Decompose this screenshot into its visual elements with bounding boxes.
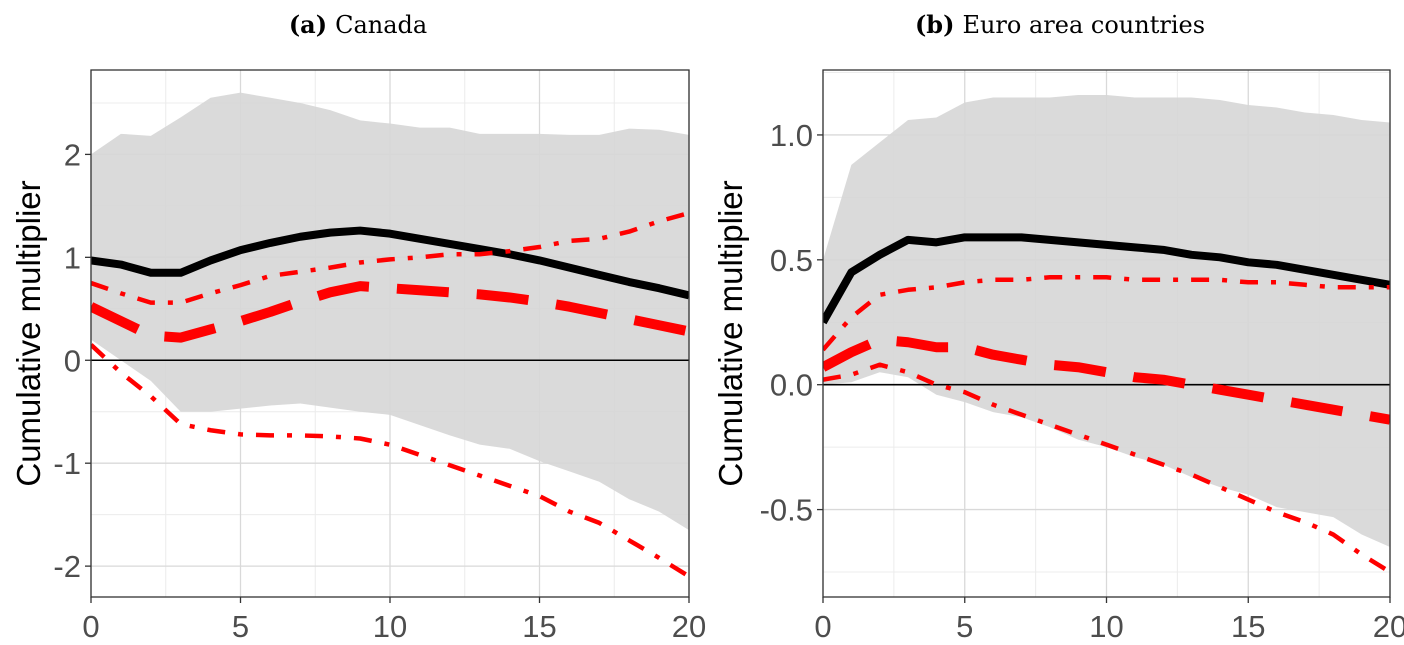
x-tick-label: 10 [1089, 609, 1123, 644]
panel-title: (b) Euro area countries [915, 10, 1205, 39]
y-tick-label: 1 [64, 240, 81, 275]
confidence-band [91, 92, 689, 531]
x-tick-label: 5 [956, 609, 973, 644]
panel-title-text: Euro area countries [962, 11, 1205, 39]
series-line-dotdash-red-3 [91, 343, 689, 579]
y-tick-label: -1 [53, 446, 81, 481]
y-tick-label: 2 [64, 137, 81, 172]
panel-title-prefix: (a) [289, 10, 327, 39]
series-line-dotdash-red-2 [91, 210, 689, 305]
y-tick-label: 1.0 [770, 118, 813, 153]
confidence-band [823, 94, 1390, 548]
x-tick-label: 5 [232, 609, 249, 644]
series-line-solid-black-0 [823, 233, 1390, 325]
series-line-solid-black-0 [91, 226, 689, 300]
x-tick-label: 10 [373, 609, 407, 644]
x-tick-label: 0 [814, 609, 831, 644]
y-tick-label: 0.0 [770, 368, 813, 403]
y-tick-label: 0 [64, 343, 81, 378]
y-axis-label: Cumulative multiplier [712, 180, 749, 486]
series-line-dotdash-red-3 [823, 362, 1390, 574]
y-axis-label: Cumulative multiplier [10, 180, 47, 486]
x-tick-label: 15 [1231, 609, 1265, 644]
panel-b: -0.5 0.0 0.5 1.0 0 5 10 15 20 Cumulative multipli… [712, 10, 1404, 644]
x-tick-label: 20 [672, 609, 706, 644]
panel-title: (a) Canada [289, 10, 427, 39]
series-line-dashed-red-1 [823, 334, 1390, 425]
x-tick-label: 20 [1373, 609, 1404, 644]
y-tick-label: -2 [53, 549, 81, 584]
series-line-dashed-red-1 [91, 281, 689, 343]
x-tick-label: 0 [82, 609, 99, 644]
panel-title-prefix: (b) [915, 10, 955, 39]
panel-title-text: Canada [335, 11, 427, 39]
y-tick-label: 0.5 [770, 243, 813, 278]
x-tick-label: 15 [522, 609, 556, 644]
y-tick-label: -0.5 [760, 493, 813, 528]
series-line-dotdash-red-2 [823, 275, 1390, 352]
